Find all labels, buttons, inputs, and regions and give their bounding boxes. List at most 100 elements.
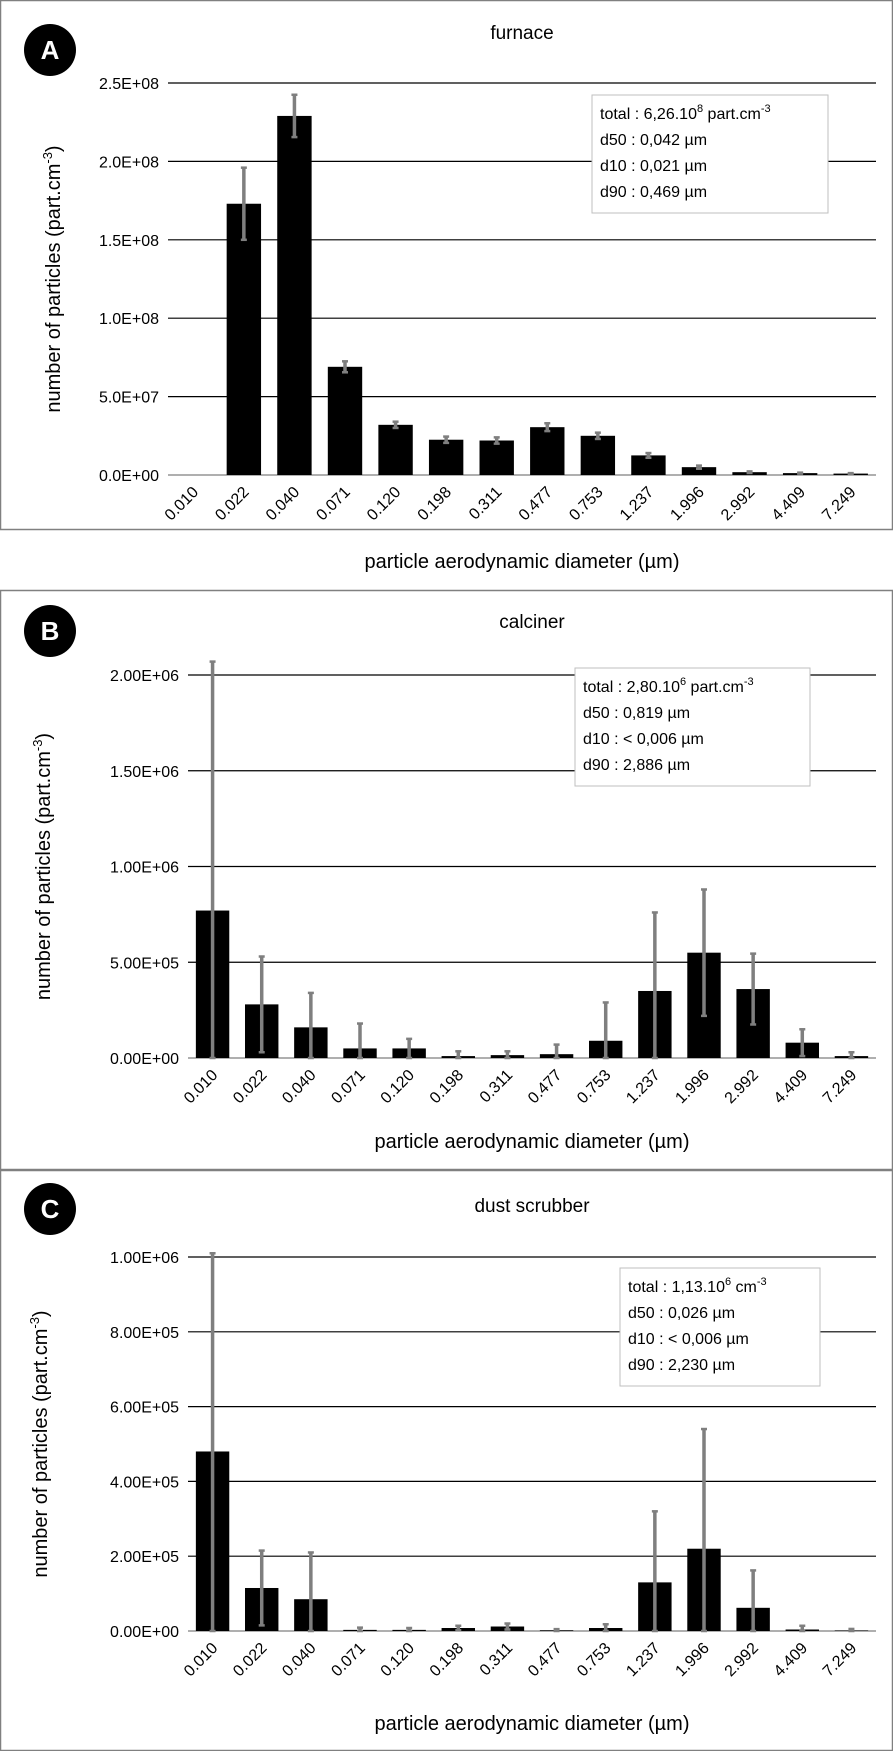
stats-line: d50 : 0,026 µm [628,1305,735,1322]
y-axis-label-sup: -3 [40,152,55,164]
x-tick-label: 0.022 [230,1067,270,1107]
chart-title: calciner [499,612,565,633]
x-tick-label: 7.249 [819,484,859,524]
x-tick-label: 0.010 [181,1067,221,1107]
panel-badge: A [24,24,76,76]
stats-line: total : 2,80.106 part.cm-3 [583,676,754,696]
panel-badge-circle [24,1183,76,1235]
y-tick-label: 0.00E+00 [110,1624,179,1641]
y-axis-label: number of particles (part.cm-3) [40,145,65,412]
x-tick-label: 0.120 [364,484,404,524]
y-axis-label: number of particles (part.cm-3) [27,1310,52,1577]
stats-sup: -3 [744,676,754,688]
stats-box: total : 1,13.106 cm-3 d50 : 0,026 µm d10 :… [619,1267,821,1387]
stats-box: total : 6,26.108 part.cm-3 d50 : 0,042 µm… [591,94,829,214]
y-axis-label: number of particles (part.cm-3) [30,733,55,1000]
x-tick-label: 0.022 [230,1640,270,1680]
stats-text: d10 : < 0,006 µm [628,1331,749,1348]
stats-box-border [591,94,829,214]
y-axis-label-text: number of particles (part.cm [43,164,65,413]
y-tick-label: 1.00E+06 [110,1250,179,1267]
stats-text: d50 : 0,042 µm [600,132,707,149]
bar [580,435,616,475]
x-tick-label: 4.409 [771,1640,811,1680]
x-tick-label: 2.992 [718,484,758,524]
bar [479,440,514,475]
stats-text: d50 : 0,026 µm [628,1305,735,1322]
stats-rest: cm [731,1279,757,1296]
x-tick-label: 0.477 [525,1067,565,1107]
x-tick-label: 1.996 [667,484,707,524]
y-tick-label: 8.00E+05 [110,1325,179,1342]
x-tick-label: 0.311 [466,484,506,524]
stats-line: total : 1,13.106 cm-3 [628,1276,767,1296]
x-tick-label: 0.477 [516,484,556,524]
stats-box-border [574,667,811,787]
y-tick-label: 5.0E+07 [99,390,159,407]
x-tick-label: 7.249 [820,1067,860,1107]
x-tick-label: 0.040 [279,1640,319,1680]
x-tick-label: 0.753 [574,1067,614,1107]
y-axis-label-text: number of particles (part.cm [33,751,55,1000]
x-tick-label: 0.311 [477,1067,517,1107]
stats-sup: -3 [761,103,771,115]
x-tick-label: 0.071 [328,1067,368,1107]
x-tick-label: 0.477 [525,1640,565,1680]
bar [378,424,413,475]
stats-rest: part.cm [686,679,744,696]
y-tick-label: 1.0E+08 [99,311,159,328]
chart-title: furnace [490,23,553,44]
x-tick-label: 2.992 [722,1640,762,1680]
stats-text: d90 : 0,469 µm [600,184,707,201]
panel-letter: C [41,1194,60,1224]
y-tick-label: 0.00E+00 [110,1051,179,1068]
x-tick-label: 0.071 [313,484,353,524]
y-tick-label: 2.5E+08 [99,76,159,93]
stats-line: d10 : 0,021 µm [600,158,707,175]
bar [226,203,262,475]
x-tick-label: 1.237 [623,1640,663,1680]
x-tick-label: 0.010 [181,1640,221,1680]
stats-text: d10 : 0,021 µm [600,158,707,175]
x-tick-label: 0.198 [427,1640,467,1680]
y-tick-label: 6.00E+05 [110,1400,179,1417]
bar [428,439,464,475]
x-tick-label: 1.996 [672,1640,712,1680]
stats-box-border [619,1267,821,1387]
x-tick-label: 0.198 [427,1067,467,1107]
y-tick-label: 2.00E+06 [110,668,179,685]
panel-letter: A [41,35,60,65]
stats-line: d90 : 0,469 µm [600,184,707,201]
y-tick-label: 1.50E+06 [110,764,179,781]
x-tick-label: 7.249 [820,1640,860,1680]
y-axis-label-text: number of particles (part.cm [30,1329,52,1578]
stats-sup: 8 [697,103,703,115]
y-axis-label-end: ) [43,145,65,152]
panel-badge-circle [24,605,76,657]
stats-line: d90 : 2,886 µm [583,757,690,774]
x-axis-label: particle aerodynamic diameter (µm) [375,1131,690,1153]
stats-sup: -3 [757,1276,767,1288]
y-tick-label: 4.00E+05 [110,1474,179,1491]
stats-text: d90 : 2,230 µm [628,1357,735,1374]
x-tick-label: 0.010 [162,484,202,524]
bar [327,366,363,475]
panel-letter: B [41,616,60,646]
x-tick-label: 0.022 [212,484,252,524]
stats-line: d10 : < 0,006 µm [628,1331,749,1348]
chart-title: dust scrubber [474,1196,590,1217]
y-tick-label: 1.5E+08 [99,233,159,250]
y-axis-label-end: ) [30,1310,52,1317]
bar [681,467,717,475]
stats-line: d50 : 0,819 µm [583,705,690,722]
panel-badge: B [24,605,76,657]
panel-badge: C [24,1183,76,1235]
stats-line: d10 : < 0,006 µm [583,731,704,748]
stats-sup: 6 [725,1276,731,1288]
stats-text: d50 : 0,819 µm [583,705,690,722]
bar [530,427,565,475]
